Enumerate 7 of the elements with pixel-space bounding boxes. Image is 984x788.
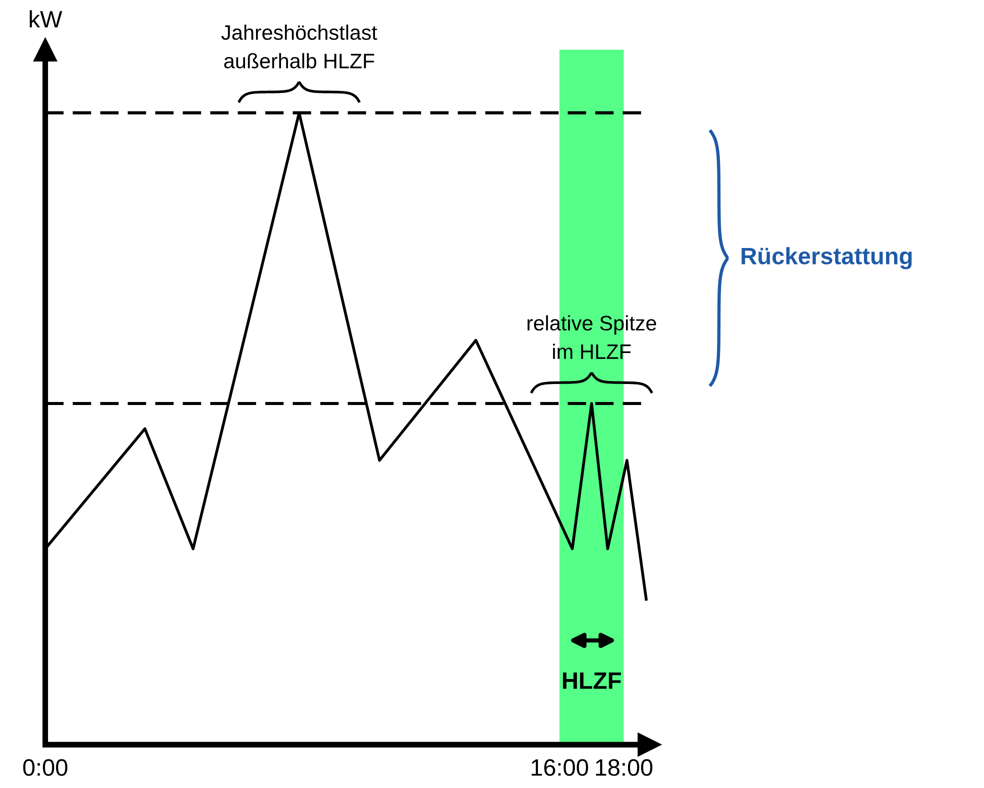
y-axis-title: kW <box>30 10 62 28</box>
x-tick-label: 18:00 <box>596 759 652 776</box>
band-label: HLZF <box>563 672 621 689</box>
text: Rückerstattung <box>742 247 912 270</box>
annotation: Jahreshöchstlast außerhalb HLZF <box>221 24 378 68</box>
x-tick-label: 0:00 <box>23 759 68 776</box>
x-tick-label: 16:00 <box>532 759 588 776</box>
